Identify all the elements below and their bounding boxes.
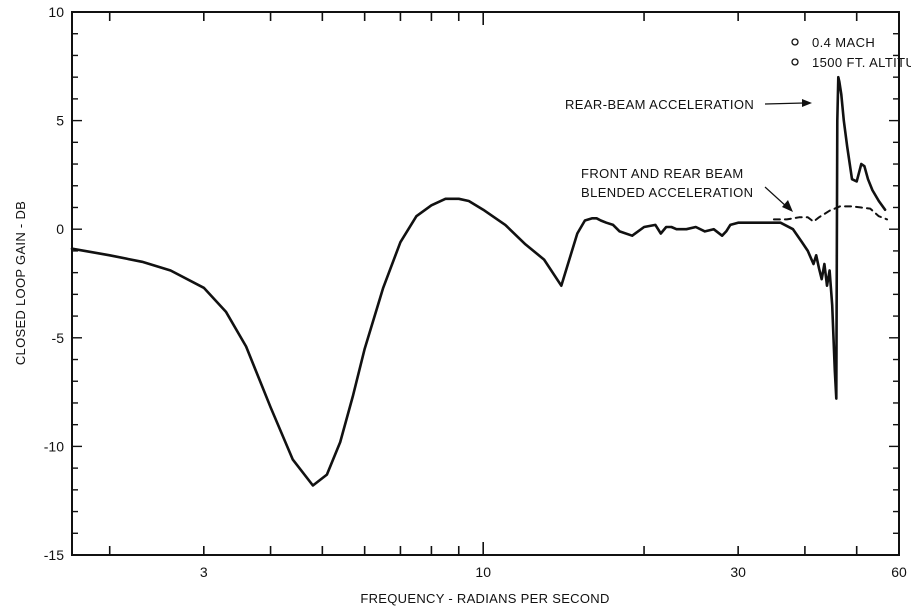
annotation-blended-label-line1: FRONT AND REAR BEAM bbox=[581, 166, 744, 181]
x-tick-labels: 3 10 30 60 bbox=[200, 564, 907, 580]
y-tick-label: 0 bbox=[56, 221, 64, 237]
series-line-rear-beam-acceleration bbox=[70, 75, 887, 487]
y-tick-label: 5 bbox=[56, 113, 64, 129]
annotation-rear-beam-label: REAR-BEAM ACCELERATION bbox=[565, 97, 754, 112]
legend-marker-altitude bbox=[791, 58, 799, 66]
legend-marker-mach bbox=[791, 38, 799, 46]
x-tick-label: 30 bbox=[730, 564, 746, 580]
annotation-blended-label-line2: BLENDED ACCELERATION bbox=[581, 185, 753, 200]
y-tick-label: -5 bbox=[52, 330, 65, 346]
annotation-blended: FRONT AND REAR BEAM BLENDED ACCELERATION bbox=[581, 166, 793, 212]
legend-entry-mach: 0.4 MACH bbox=[812, 35, 875, 50]
plot-frame bbox=[71, 11, 900, 556]
annotation-rear-beam-leader bbox=[764, 102, 805, 105]
x-tick-label: 10 bbox=[475, 564, 491, 580]
y-tick-label: 10 bbox=[48, 4, 64, 20]
annotation-rear-beam: REAR-BEAM ACCELERATION bbox=[565, 97, 812, 112]
x-tick-label: 60 bbox=[891, 564, 907, 580]
y-tick-labels: -15 -10 -5 0 5 10 bbox=[44, 4, 64, 563]
annotation-rear-beam-arrowhead bbox=[802, 99, 812, 107]
x-tick-marks bbox=[108, 12, 858, 555]
x-axis-title: FREQUENCY - RADIANS PER SECOND bbox=[360, 591, 609, 606]
annotation-blended-leader bbox=[764, 186, 788, 208]
x-tick-label: 3 bbox=[200, 564, 208, 580]
y-tick-label: -10 bbox=[44, 438, 64, 454]
series-layer bbox=[70, 75, 889, 487]
legend-entry-altitude: 1500 FT. ALTITUDE bbox=[812, 55, 911, 70]
legend: 0.4 MACH 1500 FT. ALTITUDE bbox=[791, 35, 911, 70]
y-axis-title: CLOSED LOOP GAIN - DB bbox=[13, 201, 28, 365]
annotation-blended-arrowhead bbox=[782, 200, 793, 212]
y-tick-marks bbox=[72, 33, 899, 534]
y-tick-label: -15 bbox=[44, 547, 64, 563]
